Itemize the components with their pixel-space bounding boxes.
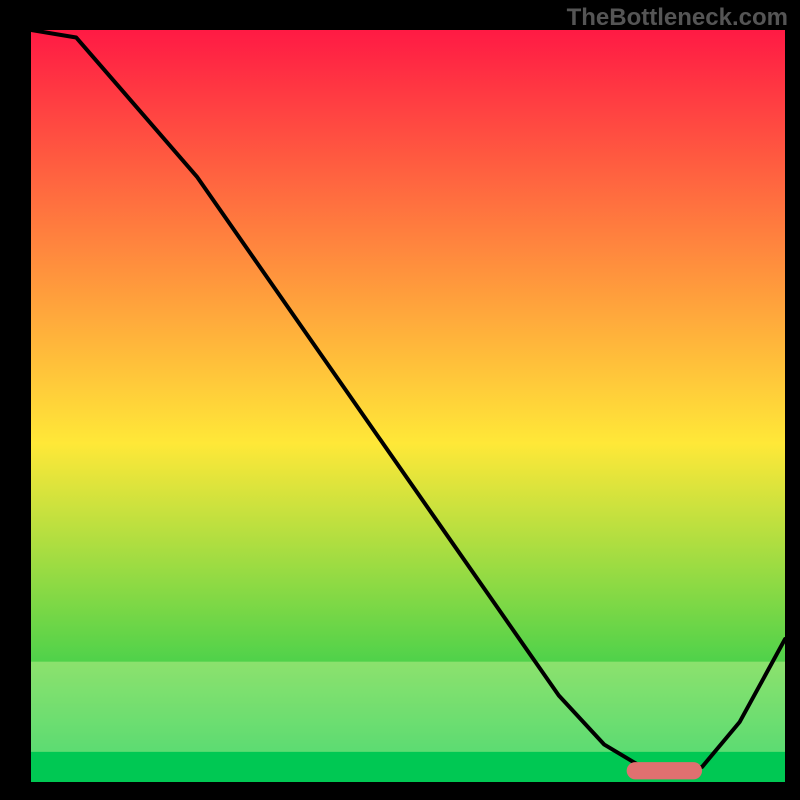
plot-area xyxy=(31,30,785,782)
pale-band xyxy=(31,662,785,752)
watermark-text: TheBottleneck.com xyxy=(567,4,788,32)
chart-container: TheBottleneck.com xyxy=(0,0,800,800)
valley-marker xyxy=(627,762,702,779)
